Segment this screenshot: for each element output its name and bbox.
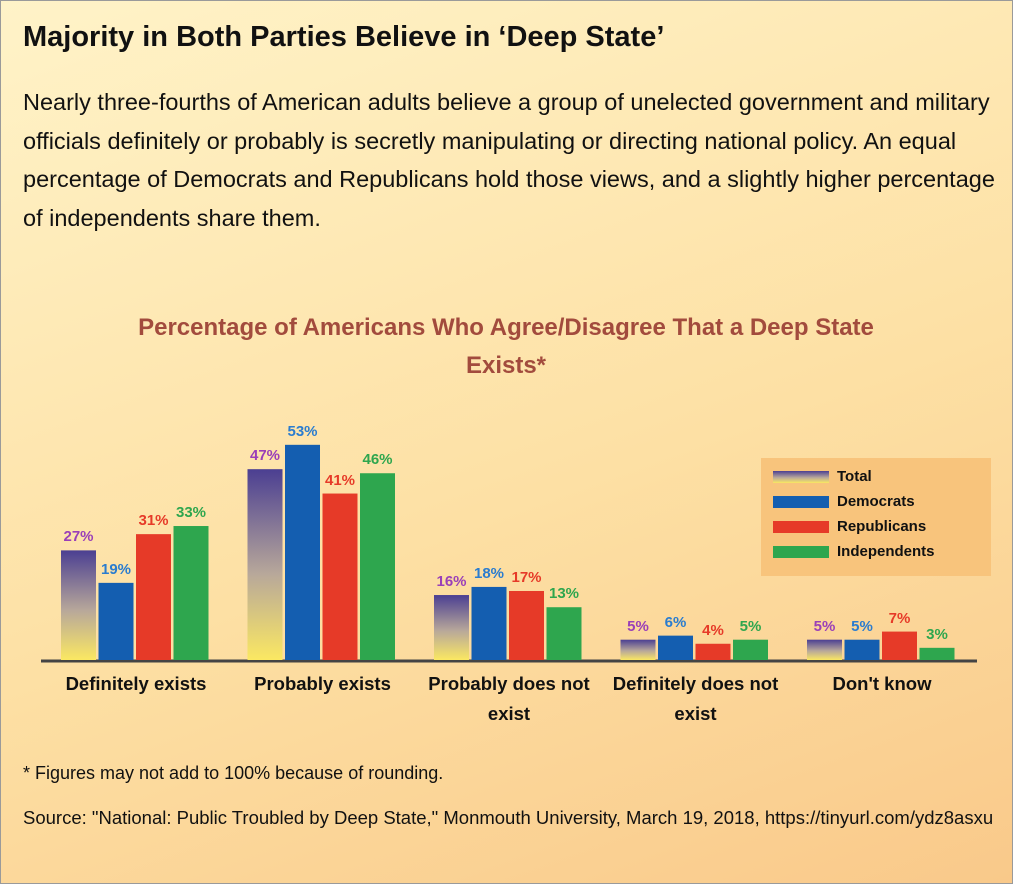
data-label: 46% [362, 451, 393, 469]
data-label: 6% [664, 613, 687, 631]
data-label: 5% [627, 617, 649, 635]
x-tick-label: Definitely does not exist [612, 673, 779, 724]
data-label: 5% [851, 617, 873, 635]
data-label: 31% [138, 512, 169, 530]
legend-swatch [773, 521, 829, 533]
x-tick-label: Don't know [832, 673, 932, 694]
bar [136, 534, 171, 660]
bar [733, 639, 768, 660]
bar [807, 639, 842, 660]
bar [620, 639, 656, 660]
bar [882, 631, 917, 660]
data-label: 41% [324, 471, 356, 489]
x-tick-label: Definitely exists [65, 673, 207, 694]
bar [173, 526, 209, 660]
bar [360, 473, 395, 660]
bar [285, 444, 320, 660]
legend-swatch [773, 496, 829, 508]
data-label: 19% [100, 560, 132, 578]
bar [844, 639, 880, 660]
bar [546, 607, 582, 660]
data-label: 13% [548, 585, 580, 603]
data-label: 16% [436, 573, 467, 591]
bar [919, 647, 955, 660]
bar [61, 550, 96, 660]
data-label: 4% [702, 621, 724, 639]
x-tick-label: Probably does not exist [428, 673, 590, 724]
legend-label: Democrats [837, 493, 915, 510]
data-label: 27% [63, 528, 94, 546]
data-label: 3% [926, 625, 948, 643]
data-label: 7% [888, 609, 911, 627]
data-label: 53% [287, 422, 318, 440]
bar [247, 469, 283, 660]
title: Majority in Both Parties Believe in ‘Dee… [23, 21, 665, 53]
legend-label: Republicans [837, 518, 927, 535]
source: Source: "National: Public Troubled by De… [23, 807, 994, 828]
bar [471, 586, 507, 660]
bar [98, 582, 134, 660]
bar [434, 595, 469, 660]
legend-label: Total [837, 468, 872, 485]
data-label: 5% [739, 617, 762, 635]
chart-title: Percentage of Americans Who Agree/Disagr… [138, 314, 874, 379]
bar [695, 643, 731, 660]
bar [509, 590, 544, 660]
bar [658, 635, 693, 660]
subtitle: Nearly three-fourths of American adults … [23, 89, 995, 231]
x-tick-label: Probably exists [254, 673, 391, 694]
legend-swatch [773, 471, 829, 483]
data-label: 17% [511, 568, 542, 586]
data-label: 18% [473, 564, 505, 582]
footnote: * Figures may not add to 100% because of… [23, 763, 444, 783]
legend-swatch [773, 546, 829, 558]
data-label: 5% [813, 617, 836, 635]
data-label: 47% [249, 447, 281, 465]
bar [322, 493, 358, 660]
legend-label: Independents [837, 543, 935, 560]
data-label: 33% [175, 504, 207, 522]
